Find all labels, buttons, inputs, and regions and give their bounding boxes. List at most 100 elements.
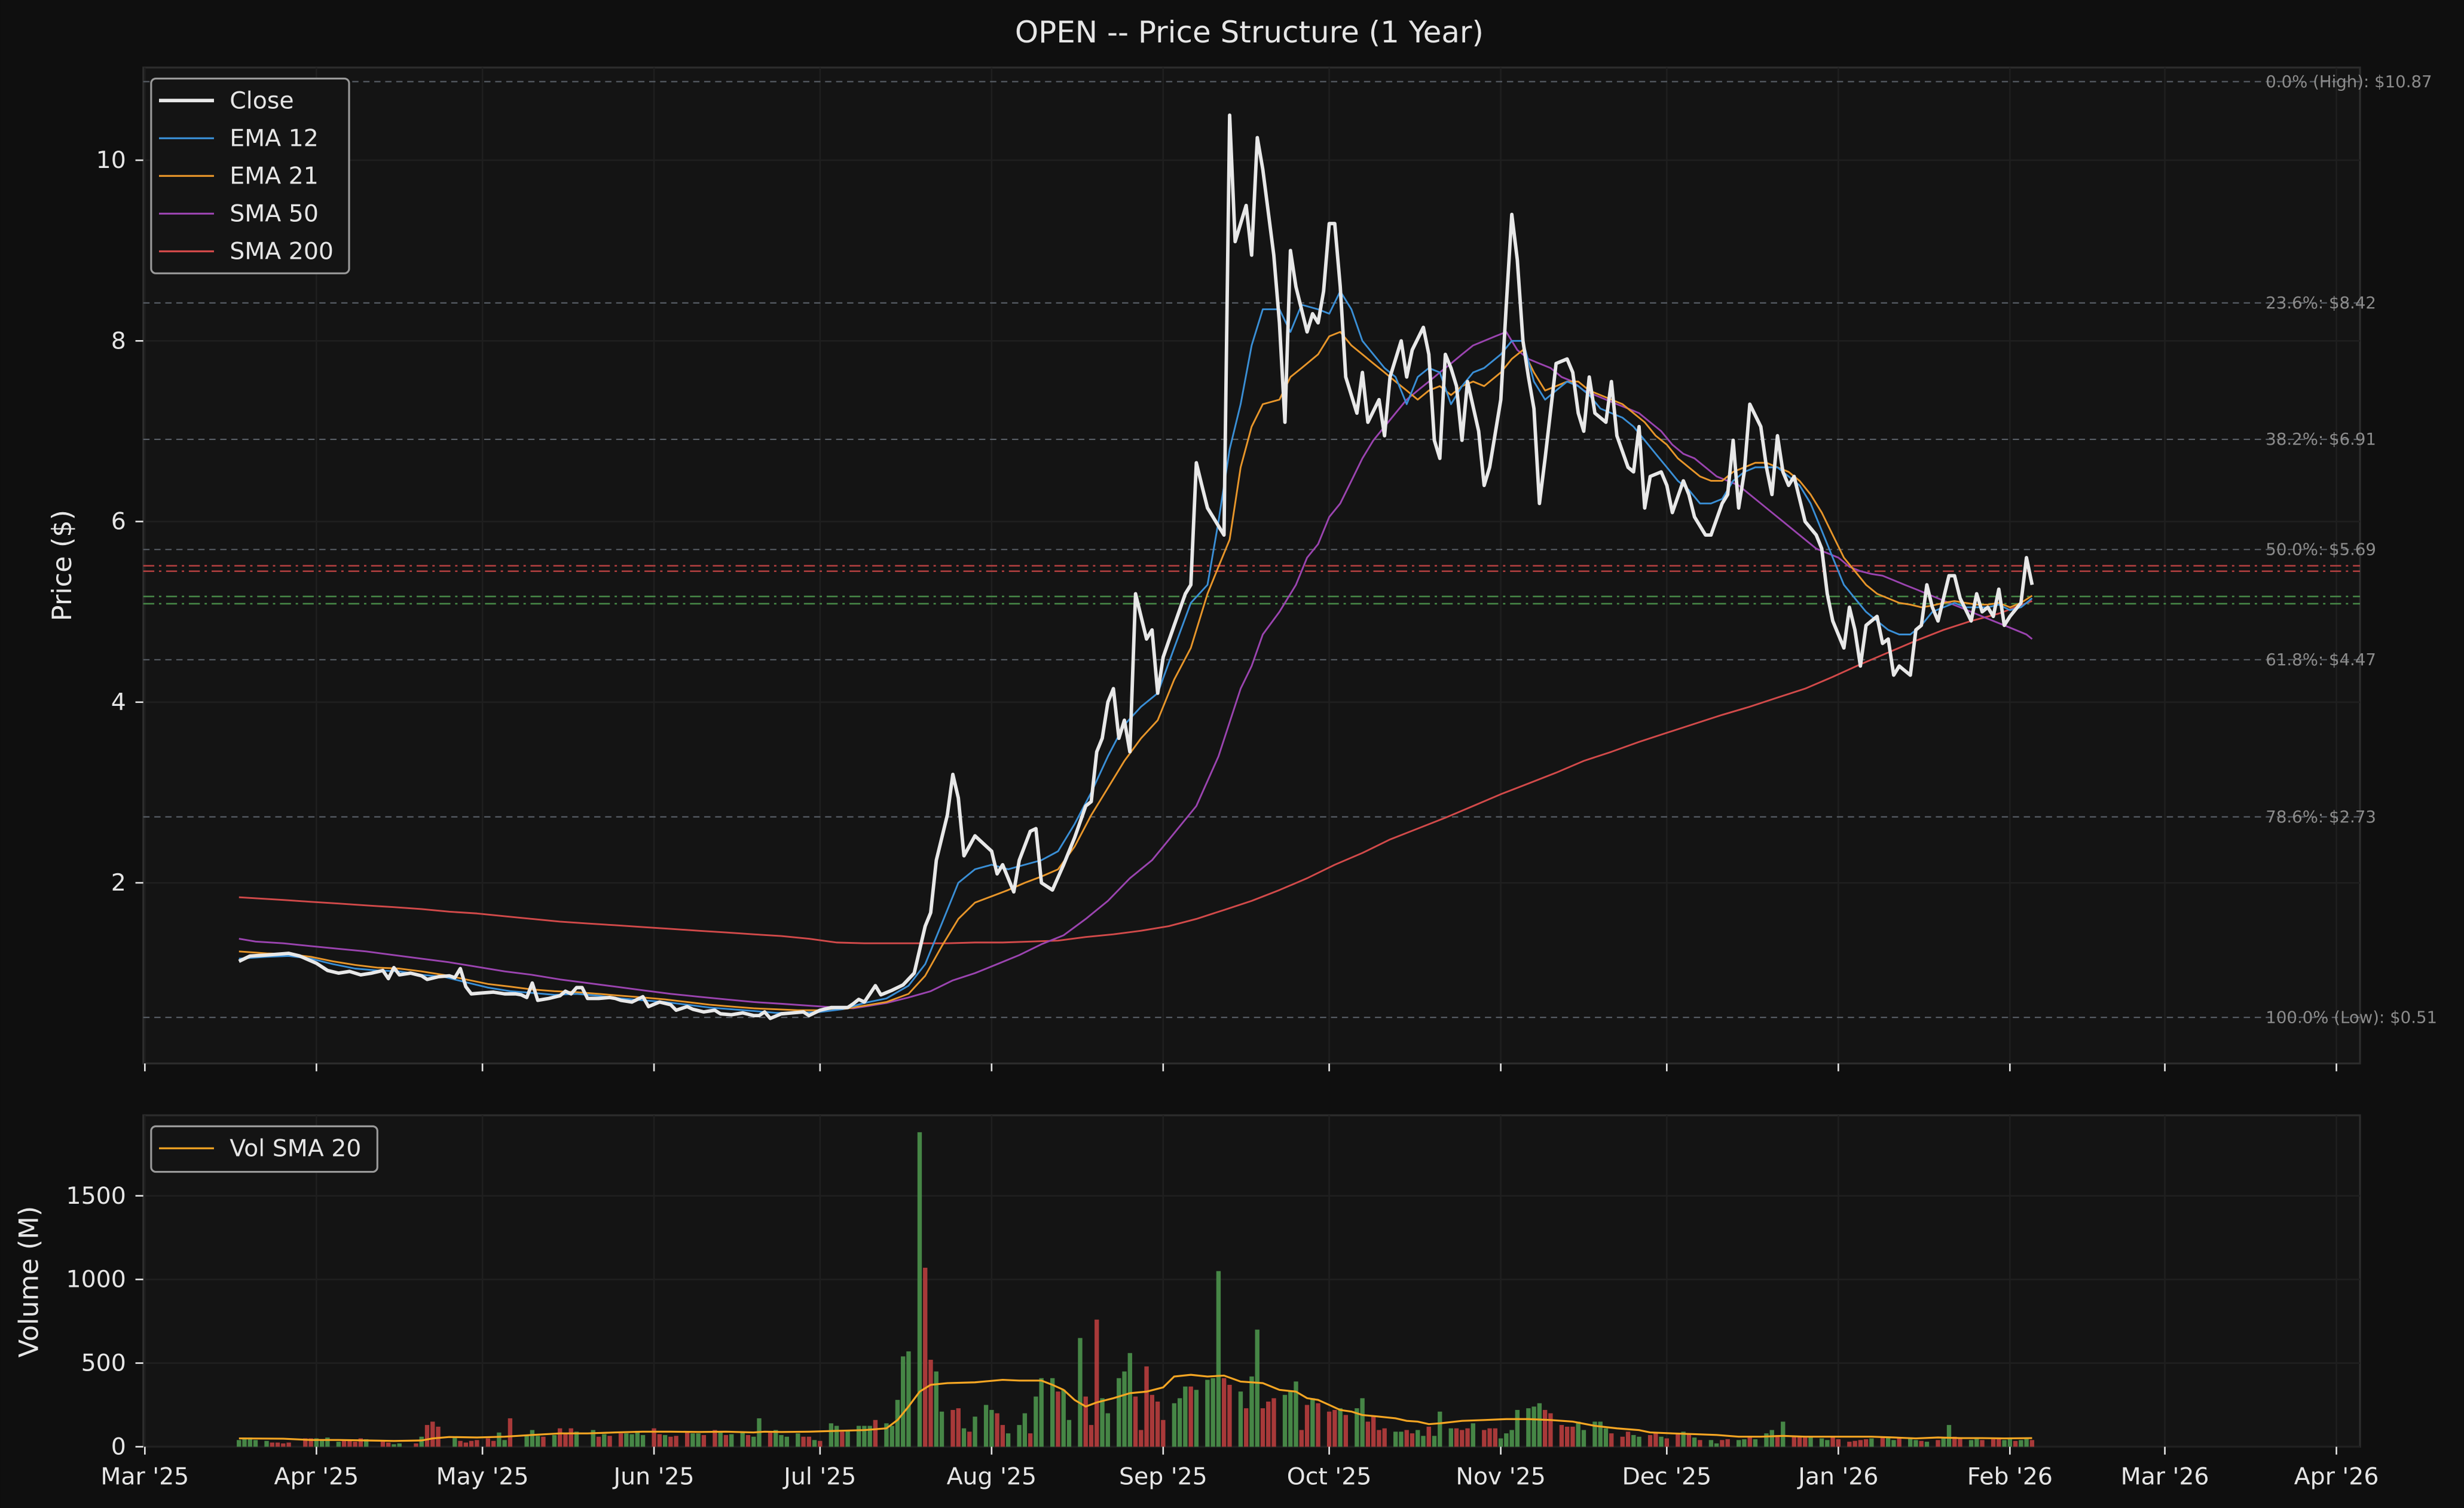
- volume-bar: [508, 1418, 513, 1447]
- y-tick-label: 1500: [66, 1182, 126, 1210]
- x-tick-label: Oct '25: [1287, 1463, 1372, 1491]
- volume-bar: [1454, 1428, 1459, 1447]
- volume-bar: [1946, 1425, 1952, 1447]
- volume-bar: [397, 1443, 402, 1447]
- volume-bar: [1155, 1401, 1160, 1447]
- volume-bar: [1515, 1409, 1520, 1447]
- volume-bar: [1725, 1439, 1730, 1447]
- volume-bar: [1056, 1391, 1060, 1447]
- volume-bar: [1742, 1439, 1747, 1447]
- volume-bar: [1974, 1438, 1979, 1447]
- volume-bar: [1100, 1398, 1105, 1447]
- volume-bar: [1764, 1433, 1769, 1447]
- volume-bar: [1792, 1436, 1796, 1447]
- volume-bar: [1537, 1403, 1542, 1447]
- volume-bar: [563, 1433, 568, 1447]
- volume-bar: [1692, 1437, 1697, 1447]
- x-tick-label: Jun '25: [612, 1463, 695, 1491]
- volume-bar: [635, 1430, 640, 1447]
- volume-bar: [1122, 1371, 1127, 1447]
- volume-bar: [436, 1426, 441, 1447]
- volume-bar: [1686, 1433, 1692, 1447]
- volume-bar: [1620, 1436, 1625, 1447]
- volume-bar: [1863, 1439, 1869, 1447]
- volume-bar: [1847, 1442, 1852, 1447]
- x-tick-label: Jan '26: [1796, 1463, 1878, 1491]
- legend-label-close: Close: [230, 87, 294, 114]
- volume-bar: [237, 1440, 241, 1447]
- volume-bar: [1332, 1409, 1337, 1447]
- volume-bar: [475, 1440, 479, 1447]
- volume-bar: [552, 1434, 557, 1447]
- volume-bar: [1377, 1430, 1381, 1447]
- volume-bar: [2024, 1438, 2029, 1447]
- volume-bar: [1576, 1421, 1580, 1447]
- volume-bar: [1747, 1436, 1752, 1447]
- x-tick-label: Nov '25: [1456, 1463, 1545, 1491]
- volume-bar: [353, 1442, 357, 1447]
- volume-bar: [1095, 1319, 1099, 1447]
- volume-bar: [607, 1436, 612, 1447]
- volume-bar: [751, 1436, 756, 1447]
- volume-bar: [1498, 1438, 1503, 1447]
- volume-bar: [934, 1371, 938, 1447]
- volume-bar: [1659, 1436, 1664, 1447]
- volume-bar: [458, 1440, 463, 1447]
- volume-bar: [1637, 1436, 1641, 1447]
- volume-bar: [1681, 1431, 1686, 1447]
- volume-bar: [1255, 1329, 1259, 1447]
- x-tick-label: May '25: [436, 1463, 529, 1491]
- volume-y-axis-label: Volume (M): [14, 1206, 45, 1358]
- volume-bar: [906, 1351, 911, 1447]
- volume-bar: [834, 1426, 839, 1447]
- volume-bar: [939, 1411, 944, 1447]
- volume-bar: [2013, 1440, 2018, 1447]
- volume-bar: [1034, 1396, 1038, 1447]
- volume-bar: [1105, 1413, 1110, 1447]
- x-tick-label: Mar '26: [2121, 1463, 2209, 1491]
- volume-bar: [1493, 1428, 1498, 1447]
- volume-bar: [1177, 1398, 1182, 1447]
- x-tick-label: Dec '25: [1622, 1463, 1711, 1491]
- fib-level-label: 0.0% (High): $10.87: [2266, 72, 2432, 91]
- volume-bar: [1365, 1421, 1371, 1447]
- volume-bar: [2007, 1438, 2013, 1447]
- volume-bar: [308, 1438, 313, 1447]
- volume-bar: [668, 1436, 673, 1447]
- volume-bar: [1360, 1398, 1365, 1447]
- volume-bar: [1559, 1425, 1564, 1447]
- volume-bar: [1050, 1378, 1055, 1447]
- volume-bar: [1465, 1428, 1470, 1447]
- volume-bar: [1647, 1434, 1653, 1447]
- volume-bar: [779, 1434, 784, 1447]
- legend-label-sma200: SMA 200: [230, 238, 334, 265]
- volume-bar: [784, 1436, 789, 1447]
- volume-bar: [1698, 1440, 1702, 1447]
- volume-bar: [336, 1442, 341, 1447]
- volume-bar: [1216, 1271, 1221, 1447]
- volume-bar: [629, 1434, 634, 1447]
- volume-bar: [812, 1440, 817, 1447]
- volume-bar: [275, 1442, 280, 1447]
- volume-bar: [1869, 1438, 1874, 1447]
- volume-bar: [253, 1440, 258, 1447]
- volume-bar: [453, 1437, 457, 1447]
- volume-bar: [424, 1425, 430, 1447]
- volume-bar: [380, 1442, 386, 1447]
- volume-bar: [491, 1440, 496, 1447]
- volume-bar: [1603, 1428, 1609, 1447]
- volume-bar: [662, 1434, 668, 1447]
- volume-bar: [684, 1431, 690, 1447]
- volume-bar: [928, 1359, 933, 1447]
- volume-bar: [1980, 1440, 1985, 1447]
- volume-bar: [1836, 1439, 1841, 1447]
- volume-bar: [696, 1433, 701, 1447]
- volume-bar: [740, 1431, 745, 1447]
- volume-bar: [1355, 1408, 1359, 1447]
- volume-bar: [1609, 1433, 1614, 1447]
- volume-bar: [1941, 1438, 1946, 1447]
- volume-bar: [1897, 1438, 1902, 1447]
- volume-bar: [2029, 1440, 2035, 1447]
- volume-bar: [1188, 1386, 1193, 1447]
